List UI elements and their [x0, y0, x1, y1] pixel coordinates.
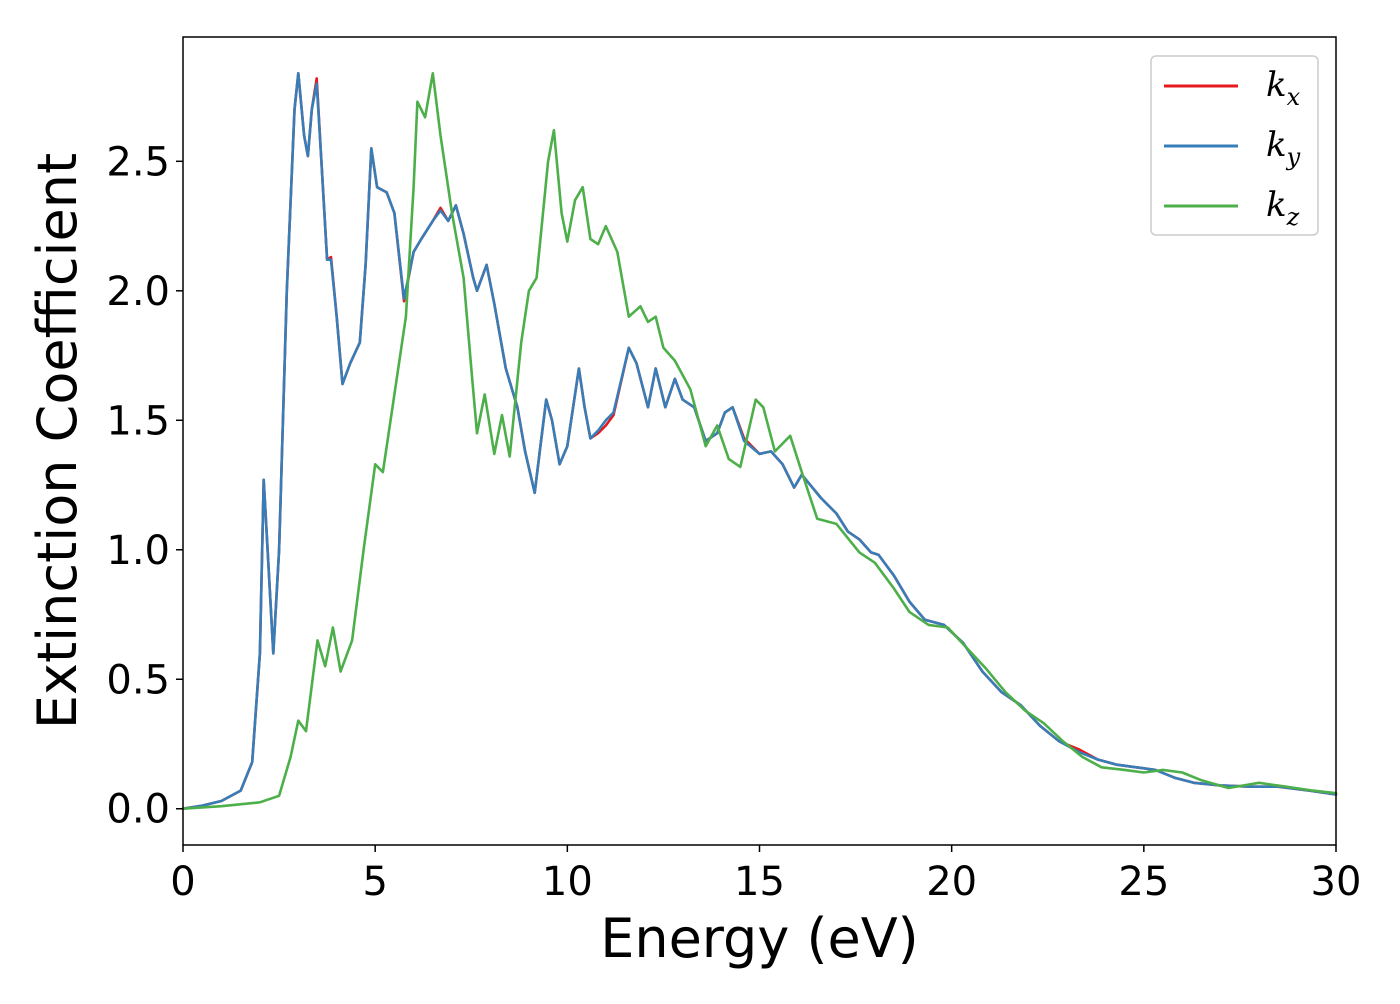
x-tick-label: 30: [1311, 859, 1362, 905]
y-tick-label: 0.5: [106, 657, 170, 703]
y-tick-label: 1.0: [106, 528, 170, 574]
x-tick-label: 20: [926, 859, 977, 905]
series-line-k-z: [181, 72, 1338, 810]
y-axis-label: Extinction Coefficient: [26, 153, 89, 729]
legend-label-k-z: kz: [1266, 185, 1300, 231]
y-tick-label: 2.0: [106, 269, 170, 315]
y-tick-label: 1.5: [106, 398, 170, 444]
y-tick-label: 2.5: [106, 139, 170, 185]
series-layer: [181, 72, 1338, 810]
x-axis: 0 5 10 15 20 25 30: [170, 845, 1361, 905]
y-axis: 0.0 0.5 1.0 1.5 2.0 2.5: [106, 139, 183, 833]
x-tick-label: 25: [1118, 859, 1169, 905]
y-tick-label: 0.0: [106, 787, 170, 833]
legend-label-k-x: kx: [1266, 65, 1301, 111]
x-axis-label: Energy (eV): [600, 907, 919, 970]
x-tick-label: 15: [734, 859, 785, 905]
legend-label-k-y: ky: [1266, 125, 1301, 171]
x-tick-label: 0: [170, 859, 195, 905]
x-tick-label: 5: [362, 859, 387, 905]
legend: kx ky kz: [1150, 55, 1319, 236]
x-tick-label: 10: [542, 859, 593, 905]
